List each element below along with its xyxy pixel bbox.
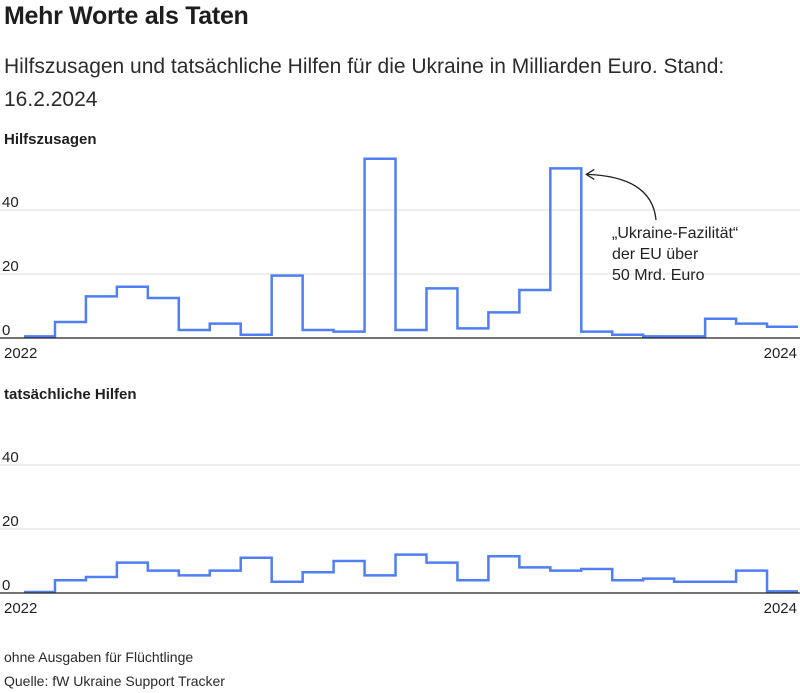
y-tick-label: 0 <box>2 577 10 594</box>
y-tick-label: 40 <box>2 449 19 466</box>
y-tick-label: 20 <box>2 258 19 275</box>
annotation-text: „Ukraine-Fazilität“ <box>612 225 738 242</box>
y-tick-label: 0 <box>2 322 10 339</box>
annotation-text: 50 Mrd. Euro <box>612 267 705 284</box>
y-tick-label: 40 <box>2 194 19 211</box>
x-tick-label: 2024 <box>764 345 797 362</box>
source-note: Quelle: fW Ukraine Support Tracker <box>4 673 225 689</box>
annotation-arrowhead <box>585 168 595 180</box>
series-step-line <box>24 157 798 338</box>
panel-title-actual-aid: tatsächliche Hilfen <box>4 386 137 403</box>
series-step-line <box>24 553 798 594</box>
footnote: ohne Ausgaben für Flüchtlinge <box>4 649 194 665</box>
actual-aid-chart: 0 20 40 2022 2024 <box>0 449 800 617</box>
chart-subtitle: Hilfszusagen und tatsächliche Hilfen für… <box>4 55 725 111</box>
x-tick-label: 2024 <box>764 600 797 617</box>
x-tick-label: 2022 <box>4 345 37 362</box>
y-tick-label: 20 <box>2 513 19 530</box>
chart-title: Mehr Worte als Taten <box>4 2 249 30</box>
commitments-chart: 0 20 40 2022 2024 „Ukraine-Fazilität“ der EU ü… <box>0 157 800 362</box>
panel-title-commitments: Hilfszusagen <box>4 131 97 148</box>
annotation-text: der EU über <box>612 246 699 263</box>
annotation-arrow <box>586 173 657 221</box>
x-tick-label: 2022 <box>4 600 37 617</box>
